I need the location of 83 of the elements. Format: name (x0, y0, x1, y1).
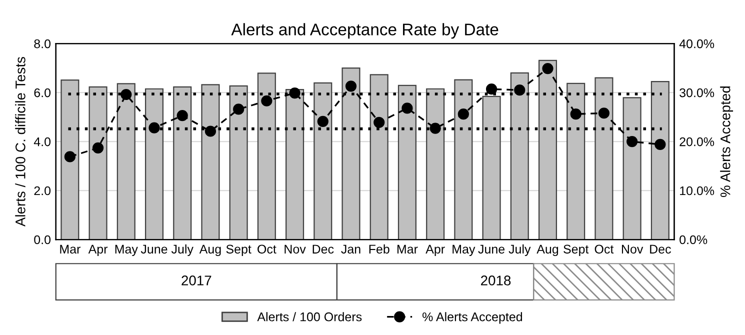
x-tick-label: June (140, 244, 168, 254)
x-tick-label: Aug (536, 244, 558, 256)
y-axis-title: Alerts / 100 C. difficile Tests (15, 56, 26, 227)
bar (286, 89, 304, 240)
x-tick-label: Sept (226, 244, 252, 256)
point (458, 108, 469, 120)
point (233, 104, 244, 115)
x-tick-label: Oct (594, 244, 614, 254)
point (92, 142, 104, 154)
text: 2018 (481, 276, 511, 286)
bar (60, 79, 80, 240)
bar (510, 72, 529, 240)
bar (594, 77, 614, 240)
bar (201, 84, 220, 240)
point (148, 122, 160, 134)
point (430, 122, 441, 134)
x-tick-label: Oct (258, 244, 276, 254)
bar (173, 86, 192, 240)
x-tick-label: May (452, 244, 476, 256)
y-tick-label: 8.0 (34, 39, 51, 48)
point (626, 136, 638, 148)
y-tick-label: 6.0 (34, 88, 51, 98)
y-tick-label: 4.0 (34, 137, 51, 146)
point (374, 116, 385, 128)
x-tick-label: Aug (199, 244, 221, 256)
bar (116, 83, 136, 240)
bar (650, 80, 670, 240)
x-tick-label: Dec (650, 244, 671, 254)
point (570, 108, 582, 120)
point (598, 108, 610, 119)
bar (566, 82, 586, 240)
y2-tick-label: 20.0% (680, 137, 714, 146)
point (289, 87, 300, 99)
point (120, 88, 132, 100)
bar (144, 88, 164, 240)
point (402, 102, 413, 114)
x-tick-label: Apr (88, 244, 108, 256)
x-tick-label: Feb (369, 244, 390, 254)
x-tick-label: July (171, 244, 194, 256)
bar (88, 86, 108, 240)
x-tick-label: Nov (284, 244, 306, 254)
bar (229, 85, 248, 240)
bar (622, 97, 642, 240)
x-tick-label: July (508, 244, 531, 256)
point (176, 110, 188, 122)
x-tick-label: Mar (60, 244, 80, 254)
x-tick-label: Jan (341, 244, 360, 254)
point (204, 126, 216, 137)
y2-tick-label: 30.0% (680, 88, 714, 98)
chart-title: Alerts and Acceptance Rate by Date (231, 23, 498, 39)
x-tick-label: Apr (426, 244, 445, 256)
bar (482, 96, 501, 240)
bar (370, 74, 388, 240)
x-tick-label: June (478, 244, 505, 254)
x-tick-label: Dec (312, 244, 334, 254)
bar (454, 79, 473, 240)
y-tick-label: 0.0 (34, 235, 51, 244)
point (345, 80, 357, 92)
bar (257, 72, 276, 240)
point (317, 116, 328, 128)
y-tick-label: 2.0 (34, 186, 51, 196)
x-tick-label: May (115, 244, 138, 256)
point (486, 84, 498, 95)
point (654, 138, 666, 150)
y2-axis-title: % Alerts Accepted (720, 86, 734, 198)
legend-label: Alerts / 100 Orders (257, 312, 362, 322)
point (514, 84, 526, 96)
x-tick-label: Sept (564, 244, 589, 256)
bar (398, 84, 416, 240)
bar (314, 82, 332, 240)
y2-tick-label: 0.0% (680, 235, 708, 244)
bar (538, 60, 558, 240)
point (64, 151, 76, 162)
point (542, 62, 554, 74)
x-tick-label: Nov (622, 244, 644, 254)
x-tick-label: Mar (397, 244, 418, 254)
bar (342, 67, 360, 240)
bar (426, 88, 445, 240)
point (261, 95, 272, 106)
y2-tick-label: 40.0% (679, 39, 714, 48)
legend-label: % Alerts Accepted (422, 312, 522, 324)
y2-tick-label: 10.0% (680, 186, 714, 196)
text: 2017 (182, 276, 212, 286)
